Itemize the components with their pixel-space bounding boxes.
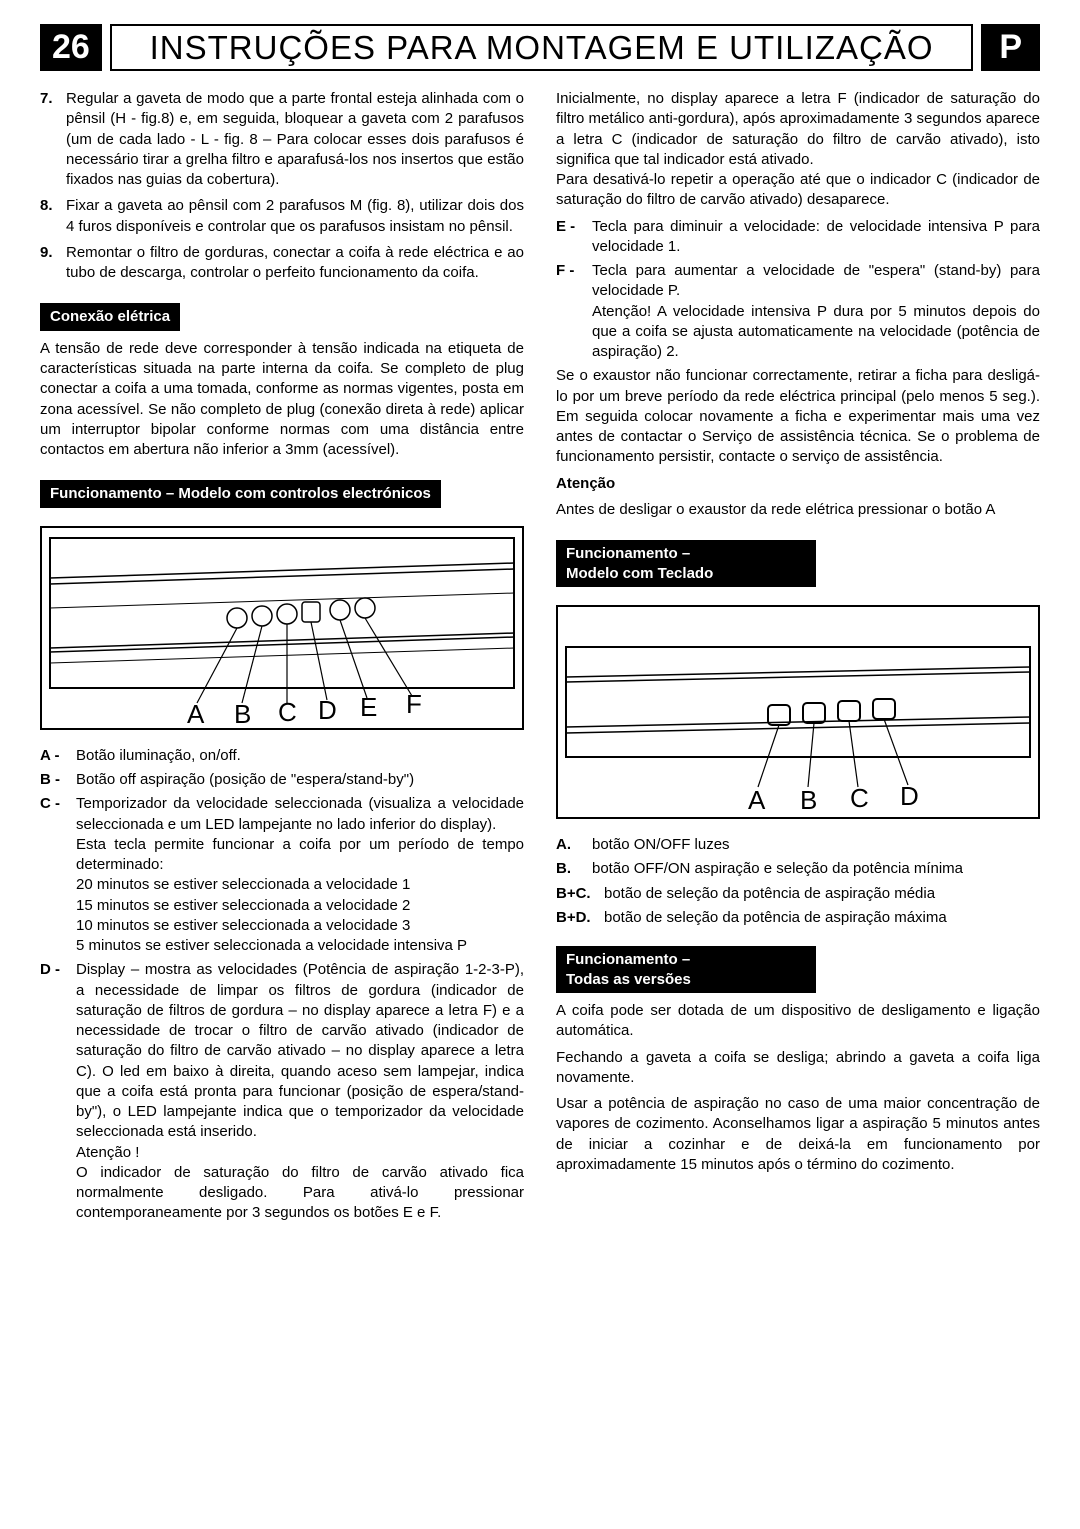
step-7: 7. Regular a gaveta de modo que a parte … <box>40 89 524 190</box>
def-f: F -Tecla para aumentar a velocidade de "… <box>556 261 1040 362</box>
page-header: 26 INSTRUÇÕES PARA MONTAGEM E UTILIZAÇÃO… <box>40 24 1040 71</box>
panel1-label-a: A <box>187 699 205 728</box>
atencao-text: Antes de desligar o exaustor da rede elé… <box>556 500 1040 520</box>
def-c: C -Temporizador da velocidade selecciona… <box>40 794 524 956</box>
func3-para3: Usar a potência de aspiração no caso de … <box>556 1094 1040 1175</box>
section-conexao-title: Conexão elétrica <box>40 303 180 331</box>
step-text: Regular a gaveta de modo que a parte fro… <box>66 89 524 190</box>
atencao-label: Atenção <box>556 474 1040 494</box>
right-column: Inicialmente, no display aparece a letra… <box>556 89 1040 1228</box>
button-def-list-2: A.botão ON/OFF luzes B.botão OFF/ON aspi… <box>556 835 1040 928</box>
def2-bd: B+D.botão de seleção da potência de aspi… <box>556 908 1040 928</box>
def-a: A -Botão iluminação, on/off. <box>40 746 524 766</box>
step-num: 7. <box>40 89 66 190</box>
step-num: 8. <box>40 196 66 237</box>
step-9: 9. Remontar o filtro de gorduras, conect… <box>40 243 524 284</box>
step-8: 8. Fixar a gaveta ao pênsil com 2 parafu… <box>40 196 524 237</box>
section-func-keypad-title: Funcionamento – Modelo com Teclado <box>556 540 816 587</box>
panel1-label-f: F <box>406 689 422 719</box>
func3-para1: A coifa pode ser dotada de um dispositiv… <box>556 1001 1040 1042</box>
left-column: 7. Regular a gaveta de modo que a parte … <box>40 89 524 1228</box>
step-text: Remontar o filtro de gorduras, conectar … <box>66 243 524 284</box>
def2-bc: B+C.botão de seleção da potência de aspi… <box>556 884 1040 904</box>
section-func-all-title: Funcionamento – Todas as versões <box>556 946 816 993</box>
content-columns: 7. Regular a gaveta de modo que a parte … <box>40 89 1040 1228</box>
install-steps: 7. Regular a gaveta de modo que a parte … <box>40 89 524 283</box>
language-badge: P <box>981 24 1040 71</box>
display-intro-text: Inicialmente, no display aparece a letra… <box>556 89 1040 211</box>
def2-b: B.botão OFF/ON aspiração e seleção da po… <box>556 859 1040 879</box>
panel1-label-e: E <box>360 692 377 722</box>
exaustor-text: Se o exaustor não funcionar correctament… <box>556 366 1040 467</box>
control-panel-diagram-1: A B C D E F <box>40 526 524 730</box>
section-func-electronic-title: Funcionamento – Modelo com controlos ele… <box>40 480 441 508</box>
panel1-label-d: D <box>318 695 337 725</box>
def-b: B -Botão off aspiração (posição de "espe… <box>40 770 524 790</box>
panel2-label-c: C <box>850 783 869 813</box>
def2-a: A.botão ON/OFF luzes <box>556 835 1040 855</box>
panel2-label-a: A <box>748 785 766 815</box>
button-def-list-ef: E -Tecla para diminuir a velocidade: de … <box>556 217 1040 363</box>
panel2-label-d: D <box>900 781 919 811</box>
page-number: 26 <box>40 24 102 71</box>
panel2-label-b: B <box>800 785 817 815</box>
section-conexao-text: A tensão de rede deve corresponder à ten… <box>40 339 524 461</box>
func3-para2: Fechando a gaveta a coifa se desliga; ab… <box>556 1048 1040 1089</box>
step-text: Fixar a gaveta ao pênsil com 2 parafusos… <box>66 196 524 237</box>
panel1-label-c: C <box>278 697 297 727</box>
control-panel-diagram-2: A B C D <box>556 605 1040 819</box>
page-title: INSTRUÇÕES PARA MONTAGEM E UTILIZAÇÃO <box>110 24 973 71</box>
panel1-label-b: B <box>234 699 251 728</box>
button-def-list-1: A -Botão iluminação, on/off. B -Botão of… <box>40 746 524 1224</box>
step-num: 9. <box>40 243 66 284</box>
def-d: D -Display – mostra as velocidades (Potê… <box>40 960 524 1223</box>
def-e: E -Tecla para diminuir a velocidade: de … <box>556 217 1040 258</box>
